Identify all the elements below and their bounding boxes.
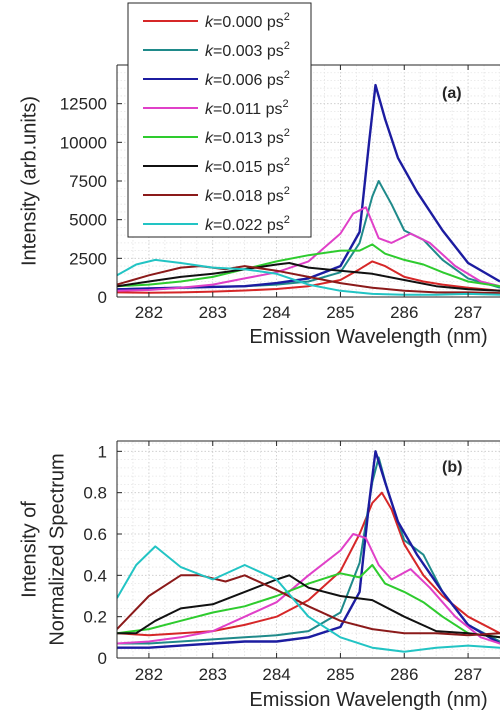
x-tick-label: 287	[454, 303, 482, 322]
legend-entry-value: =0.011 ps	[213, 101, 283, 118]
x-tick-label: 285	[326, 303, 354, 322]
panel-label: (b)	[442, 459, 462, 476]
legend-entry-exponent: 2	[284, 185, 290, 197]
series-line	[117, 206, 500, 292]
x-tick-label: 282	[135, 303, 163, 322]
series-line	[117, 83, 500, 291]
legend-entry-exponent: 2	[283, 98, 289, 110]
y-axis-label: Normalized Spectrum	[46, 453, 68, 645]
legend-entry: k=0.015 ps2	[205, 156, 290, 176]
series-line	[117, 262, 500, 292]
legend-entry: k=0.011 ps2	[205, 98, 289, 118]
x-tick-label: 284	[262, 665, 290, 684]
x-tick-label: 286	[390, 303, 418, 322]
legend-entry-value: =0.022 ps	[213, 217, 284, 234]
y-tick-label: 2500	[69, 249, 107, 268]
series-line	[117, 491, 500, 637]
x-axis-label: Emission Wavelength (nm)	[249, 326, 487, 348]
y-tick-label: 10000	[60, 133, 107, 152]
x-tick-label: 286	[390, 665, 418, 684]
series-group	[117, 83, 500, 296]
y-tick-label: 0.8	[83, 484, 107, 503]
panel-label: (a)	[442, 85, 462, 102]
legend-entry-exponent: 2	[284, 11, 290, 23]
legend-entry-k: k	[205, 14, 214, 31]
x-tick-label: 287	[454, 665, 482, 684]
legend-entry: k=0.018 ps2	[205, 185, 290, 205]
legend-entry-exponent: 2	[284, 127, 290, 139]
legend-entry: k=0.022 ps2	[205, 214, 290, 234]
legend-entry-exponent: 2	[284, 156, 290, 168]
y-tick-label: 0	[98, 649, 107, 668]
panel-b: 282 283 284 285 286 287 0 0.2 0.4 0.6 0.8 1 Emission…	[18, 440, 500, 711]
legend-entry-k: k	[205, 217, 214, 234]
y-tick-label: 5000	[69, 211, 107, 230]
legend-entry-exponent: 2	[284, 40, 290, 52]
legend-entry-exponent: 2	[284, 69, 290, 81]
legend-entry-k: k	[205, 159, 214, 176]
series-line	[117, 533, 500, 645]
panel-a: 282 283 284 285 286 287 0 2500 5000 7500 10000 1250…	[18, 2, 500, 348]
legend-box	[127, 2, 312, 238]
series-line	[117, 456, 500, 645]
series-line	[117, 265, 500, 295]
series-line	[117, 545, 500, 653]
y-tick-label: 0.2	[83, 608, 107, 627]
y-tick-label: 7500	[69, 172, 107, 191]
y-tick-label: 0.4	[83, 566, 107, 585]
legend-entry-value: =0.003 ps	[213, 43, 284, 60]
legend-entry-k: k	[205, 188, 214, 205]
x-tick-label: 285	[326, 665, 354, 684]
series-line	[117, 564, 500, 639]
series-line	[117, 450, 500, 649]
legend-entry-exponent: 2	[284, 214, 290, 226]
y-tick-label: 1	[98, 442, 107, 461]
legend-entry-value: =0.013 ps	[213, 130, 284, 147]
series-line	[117, 243, 500, 288]
y-tick-label: 12500	[60, 95, 107, 114]
legend-entry-value: =0.018 ps	[213, 188, 284, 205]
x-tick-label: 284	[262, 303, 290, 322]
legend-entry: k=0.003 ps2	[205, 40, 290, 60]
series-line	[117, 574, 500, 639]
x-tick-label: 283	[199, 303, 227, 322]
series-line	[117, 258, 500, 296]
legend-entry: k=0.013 ps2	[205, 127, 290, 147]
series-group	[117, 450, 500, 653]
y-axis-label: Intensity of	[18, 501, 40, 598]
x-axis-label: Emission Wavelength (nm)	[249, 689, 487, 711]
legend-entry-k: k	[205, 130, 214, 147]
legend-entry: k=0.006 ps2	[205, 69, 290, 89]
x-tick-label: 282	[135, 665, 163, 684]
y-axis-label: Intensity (arb.units)	[18, 96, 40, 266]
legend-entry-value: =0.006 ps	[213, 72, 284, 89]
legend-entry-value: =0.015 ps	[213, 159, 284, 176]
legend-entry-value: =0.000 ps	[213, 14, 284, 31]
y-tick-label: 0.6	[83, 525, 107, 544]
legend-entry-k: k	[205, 43, 214, 60]
x-tick-label: 283	[199, 665, 227, 684]
legend-entry: k=0.000 ps2	[205, 11, 290, 31]
legend-entry-k: k	[205, 101, 214, 118]
legend-entry-k: k	[205, 72, 214, 89]
y-tick-label: 0	[98, 288, 107, 307]
series-line	[117, 260, 500, 294]
